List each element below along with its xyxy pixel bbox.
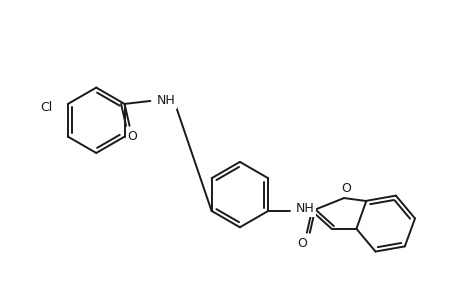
Text: O: O bbox=[297, 237, 306, 250]
Text: Cl: Cl bbox=[40, 101, 52, 114]
Text: NH: NH bbox=[157, 94, 175, 107]
Text: O: O bbox=[127, 130, 137, 143]
Text: O: O bbox=[340, 182, 350, 195]
Text: NH: NH bbox=[295, 202, 313, 215]
